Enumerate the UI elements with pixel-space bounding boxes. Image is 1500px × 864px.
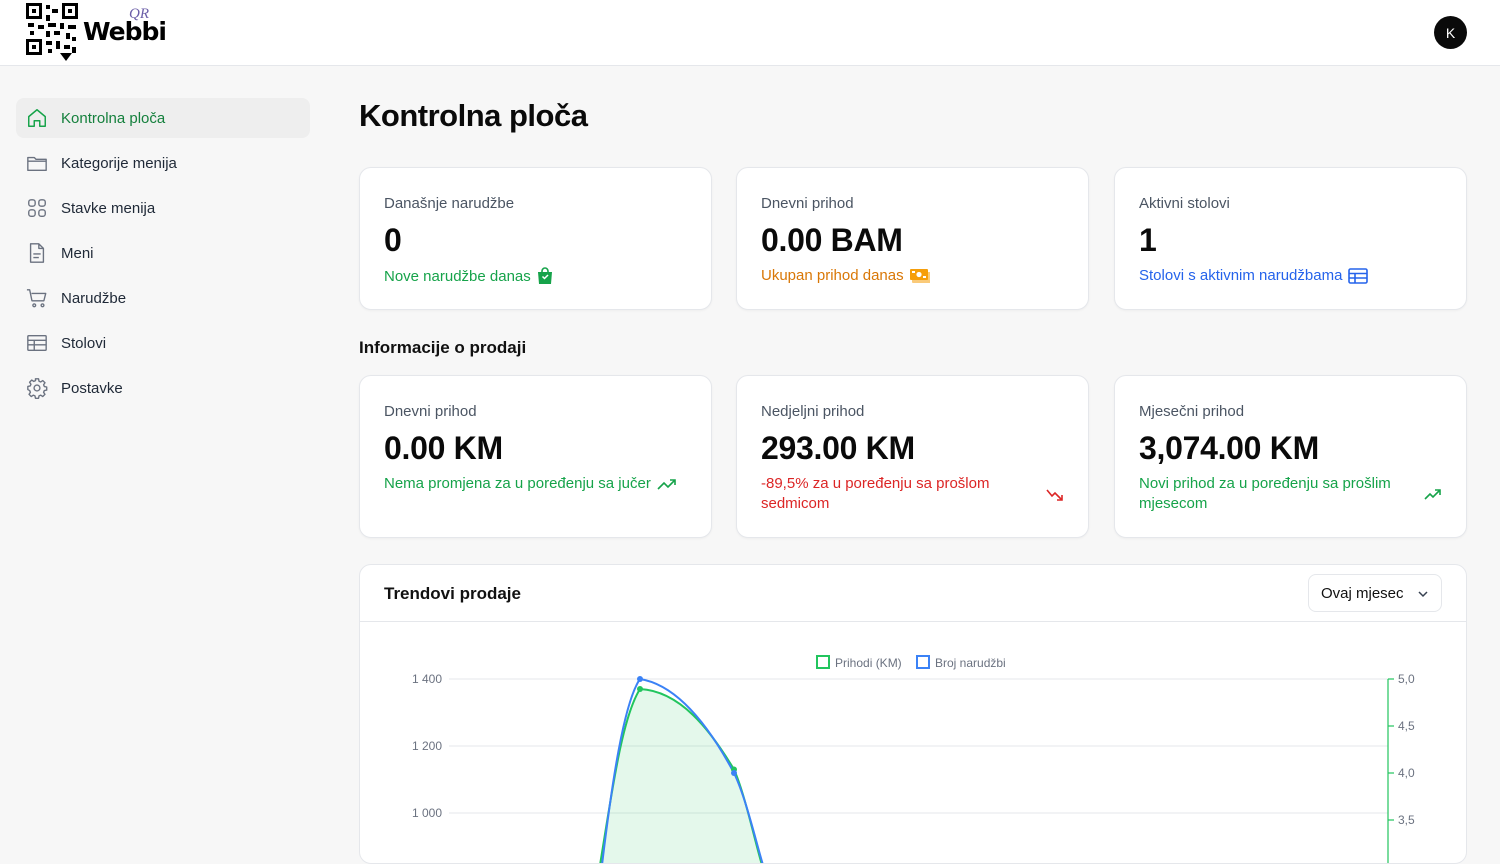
qr-code-icon [26,3,78,55]
legend-label: Prihodi (KM) [835,656,902,670]
chart-title: Trendovi prodaje [384,584,521,603]
stat-label: Aktivni stolovi [1139,195,1230,212]
y-left-tick-label: 1 400 [412,672,442,686]
sidebar-item-label: Stavke menija [61,199,156,217]
folder-icon [27,156,47,172]
stat-label: Dnevni prihod [761,195,854,212]
sales-card-nedjeljni: Nedjeljni prihod 293.00 KM -89,5% za u p… [736,375,1089,538]
sales-subtitle-text: Novi prihod za u poređenju sa prošlim mj… [1139,475,1391,512]
orders-point [637,676,643,682]
y-left-tick-label: 1 200 [412,739,442,753]
stat-subtitle-text: Stolovi s aktivnim narudžbama [1139,267,1343,284]
revenue-area [600,689,762,863]
table-icon [1348,267,1369,284]
grid-icon [28,199,46,217]
section-title-sales: Informacije o prodaji [359,338,527,357]
gear-icon [27,378,48,399]
shopping-bag-icon [537,267,552,284]
stat-value: 0 [384,222,402,258]
chevron-down-icon [1418,591,1428,598]
sidebar-item-label: Meni [61,244,94,262]
user-avatar[interactable]: K [1434,16,1467,49]
sidebar-item-postavke[interactable]: Postavke [16,368,310,408]
sidebar-item-label: Postavke [61,379,123,397]
top-bar: Webbi QR K [0,0,1500,66]
sales-trend-chart: 1 400 1 200 1 000 5,0 4,5 4,0 3,5 Prihodi (KM) B… [412,655,1415,863]
webbi-logo[interactable]: Webbi QR [26,3,167,63]
stat-subtitle-text: Ukupan prihod danas [761,267,904,284]
legend-label: Broj narudžbi [935,656,1006,670]
sales-subtitle: Nema promjena za u poređenju sa jučer [384,475,677,492]
page-title: Kontrolna ploča [359,98,588,133]
y-left-tick-label: 1 000 [412,806,442,820]
sales-trends-card: Trendovi prodaje Ovaj mjesec 1 400 1 200 1… [359,564,1467,864]
chart-header: Trendovi prodaje Ovaj mjesec [360,565,1466,622]
stat-subtitle: Nove narudžbe danas [384,267,553,285]
sidebar-item-label: Kontrolna ploča [61,109,166,127]
trending-up-icon [1424,489,1441,500]
y-right-tick-label: 4,0 [1398,766,1415,780]
sidebar-item-kontrolna-ploca[interactable]: Kontrolna ploča [16,98,310,138]
period-select-value: Ovaj mjesec [1321,584,1404,602]
sidebar-item-label: Stolovi [61,334,107,352]
period-select[interactable]: Ovaj mjesec [1308,574,1442,612]
stat-label: Današnje narudžbe [384,195,515,212]
sidebar-item-label: Narudžbe [61,289,127,307]
revenue-point [637,686,643,693]
stat-card-dnevni-prihod: Dnevni prihod 0.00 BAM Ukupan prihod dan… [736,167,1089,310]
y-right-tick-label: 5,0 [1398,672,1415,686]
stat-value: 1 [1139,222,1157,258]
y-right-tick-label: 4,5 [1398,719,1415,733]
stat-card-danasnje-narudzbe: Današnje narudžbe 0 Nove narudžbe danas [359,167,712,310]
stat-card-aktivni-stolovi: Aktivni stolovi 1 Stolovi s aktivnim nar… [1114,167,1467,310]
sales-value: 293.00 KM [761,430,915,466]
sidebar-item-stolovi[interactable]: Stolovi [16,323,310,363]
orders-line [601,677,764,863]
table-icon [27,334,47,352]
sales-subtitle-text: -89,5% za u poređenju sa prošlom sedmico… [761,475,990,512]
sidebar-item-narudzbe[interactable]: Narudžbe [16,278,310,318]
stat-value: 0.00 BAM [761,222,903,258]
sidebar-item-label: Kategorije menija [61,154,177,172]
sidebar-item-meni[interactable]: Meni [16,233,310,273]
stat-subtitle: Stolovi s aktivnim narudžbama [1139,267,1369,284]
sidebar: Kontrolna ploča Kategorije menija Stavke… [16,98,310,413]
cart-icon [26,289,47,308]
legend-swatch [816,655,830,669]
home-icon [28,109,46,127]
orders-point [731,770,737,776]
sales-value: 3,074.00 KM [1139,430,1319,466]
sales-subtitle-text: Nema promjena za u poređenju sa jučer [384,475,651,492]
sidebar-item-stavke-menija[interactable]: Stavke menija [16,188,310,228]
logo-wordmark: Webbi [83,17,167,46]
sales-card-mjesecni: Mjesečni prihod 3,074.00 KM Novi prihod … [1114,375,1467,538]
trending-up-icon [657,478,676,490]
banknote-icon [909,268,930,283]
document-icon [29,243,45,263]
sales-label: Nedjeljni prihod [761,403,865,420]
logo-pin-tail [60,53,72,61]
trending-down-icon [1046,489,1063,501]
sales-label: Mjesečni prihod [1139,403,1245,420]
y-right-tick-label: 3,5 [1398,813,1415,827]
sidebar-item-kategorije-menija[interactable]: Kategorije menija [16,143,310,183]
sales-label: Dnevni prihod [384,403,477,420]
stat-subtitle: Ukupan prihod danas [761,267,930,284]
logo-qr-label: QR [129,6,149,22]
sales-value: 0.00 KM [384,430,503,466]
sales-card-dnevni: Dnevni prihod 0.00 KM Nema promjena za u… [359,375,712,538]
stat-subtitle-text: Nove narudžbe danas [384,267,531,285]
legend-swatch [916,655,930,669]
